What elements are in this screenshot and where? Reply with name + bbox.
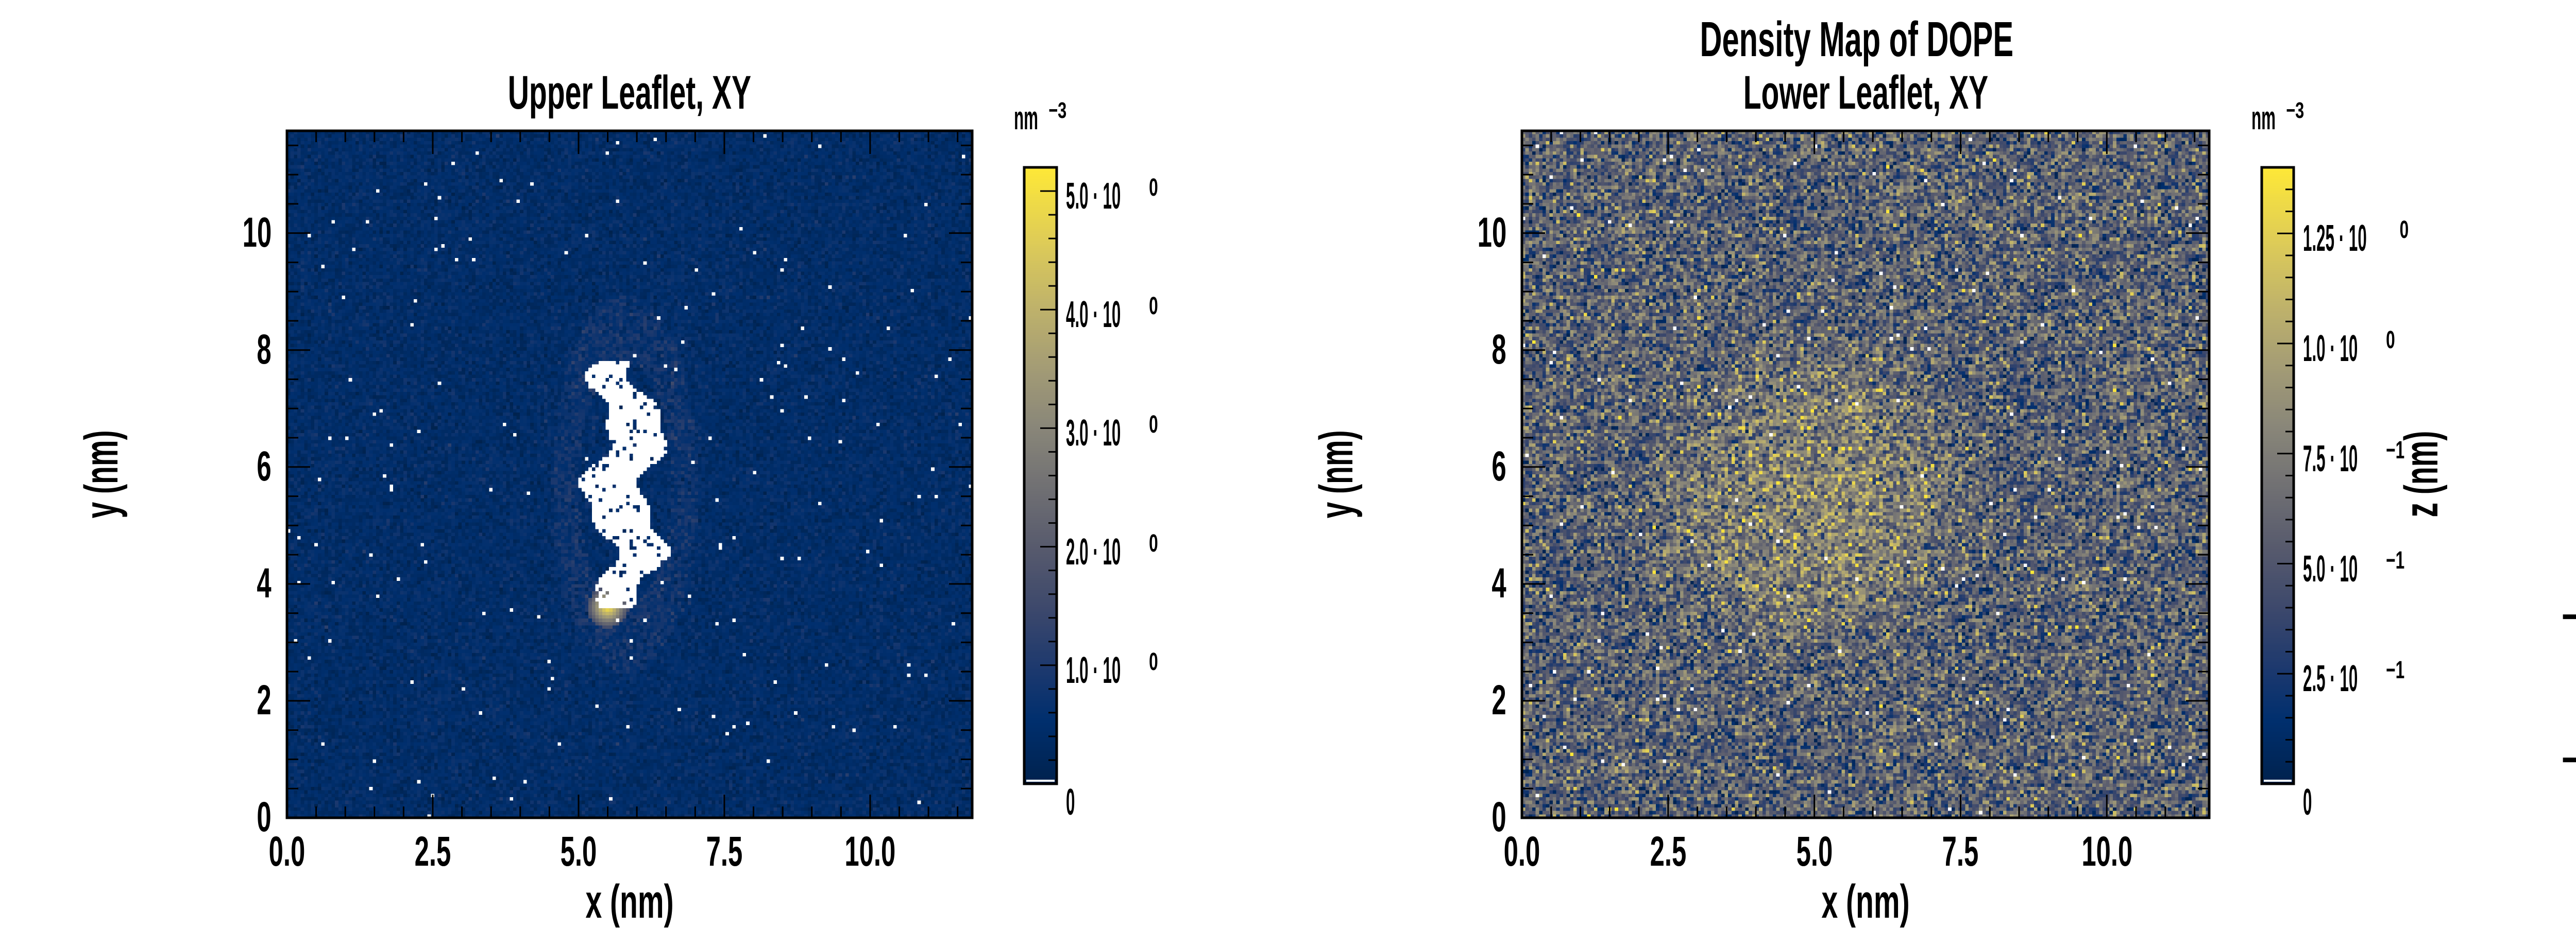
colorbar-tick-label: 0 (1066, 784, 1087, 821)
heatmap-image (287, 131, 972, 818)
colorbar-tick-label: 4.0 · 10 0 (1066, 293, 1206, 336)
x-tick-label: 2.5 (414, 828, 451, 875)
colorbar-tick-label: 5.0 · 10 −1 (2303, 548, 2457, 588)
y-tick-label: 6 (1492, 442, 1506, 490)
colorbar-tick-label: 0 (2303, 784, 2324, 821)
y-tick-label: 2 (257, 676, 272, 724)
y-tick-label: 0 (257, 794, 272, 840)
x-tick-label: 10.0 (2081, 828, 2132, 875)
unit-exponent: −3 (2286, 98, 2304, 123)
y-tick-label: 8 (257, 325, 272, 373)
tick-mantissa: 5.0 · 10 (2303, 548, 2358, 590)
x-tick-label: 7.5 (706, 828, 743, 875)
colorbar-tick-label: 1.0 · 10 0 (1066, 648, 1206, 691)
colorbar-tick-label: 7.5 · 10 −1 (2303, 438, 2457, 477)
tick-mantissa: 2.0 · 10 (1066, 531, 1121, 573)
tick-mantissa: 2.5 · 10 (2303, 658, 2358, 700)
y-tick-label: 2 (2437, 310, 2576, 352)
x-tick-label: 2.5 (1650, 828, 1687, 875)
x-axis-label: x (nm) (585, 875, 674, 928)
figure-title: Density Map of DOPE (1700, 12, 2014, 67)
tick-exponent: −1 (2386, 546, 2405, 574)
colorbar-unit-label: nm −3 (1014, 98, 1089, 137)
y-tick-label: 4 (2437, 166, 2576, 209)
colorbar-tick-label: 1.0 · 10 0 (2303, 326, 2443, 369)
unit-exponent: −3 (1048, 98, 1067, 123)
tick-exponent: 0 (1149, 411, 1158, 439)
tick-exponent: 0 (1149, 648, 1158, 676)
x-tick-label: 0 (2530, 831, 2576, 873)
colorbar (2262, 167, 2294, 784)
colorbar-tick-label: 3.0 · 10 0 (1066, 413, 1206, 452)
y-tick-label: −4 (2562, 736, 2576, 783)
plot-border (285, 129, 974, 819)
tick-mantissa: 1.25 · 10 (2303, 218, 2367, 260)
y-tick-label: 4 (257, 559, 272, 607)
colorbar-tick-label: 5.0 · 10 0 (1066, 176, 1206, 215)
tick-exponent: 0 (1149, 174, 1158, 202)
tick-mantissa: 4.0 · 10 (1066, 294, 1121, 336)
y-tick-label: 4 (1492, 559, 1506, 607)
colorbar-tick-label: 1.25 · 10 0 (2303, 218, 2463, 257)
tick-exponent: 0 (1149, 293, 1158, 320)
x-axis-label: x (nm) (1821, 875, 1910, 928)
colorbar-tick-label: 2.5 · 10 −1 (2303, 657, 2457, 700)
y-axis-label: y (nm) (75, 430, 128, 519)
colorbar-tick-label: 2.0 · 10 0 (1066, 531, 1206, 571)
tick-exponent: 0 (1149, 529, 1158, 557)
heatmap-image (1522, 131, 2209, 818)
x-tick-label: 5.0 (1796, 828, 1833, 875)
tick-exponent: 0 (2399, 216, 2409, 244)
tick-mantissa: 1.0 · 10 (2303, 328, 2358, 369)
y-tick-label: 0 (2437, 453, 2576, 495)
tick-mantissa: 1.0 · 10 (1066, 649, 1121, 691)
y-axis-label: y (nm) (1310, 430, 1363, 519)
y-tick-label: 6 (257, 442, 272, 490)
tick-exponent: −1 (2386, 436, 2405, 464)
tick-mantissa: 3.0 · 10 (1066, 413, 1121, 454)
panel-title: Upper Leaflet, XY (507, 66, 752, 119)
y-axis-label: z (nm) (2395, 431, 2448, 518)
tick-mantissa: 0 (1066, 782, 1075, 823)
y-tick-label: 10 (242, 209, 272, 256)
unit-base: nm (2251, 99, 2276, 137)
tick-mantissa: 0 (2303, 782, 2312, 823)
y-tick-label: 8 (1492, 325, 1506, 373)
x-tick-label: 10.0 (844, 828, 896, 875)
y-tick-label: 10 (1477, 209, 1506, 256)
x-tick-label: 0.0 (1503, 828, 1540, 875)
panel-title: Lower Leaflet, XY (1743, 66, 1988, 119)
tick-exponent: 0 (2386, 326, 2395, 354)
colorbar-unit-label: nm −3 (2251, 98, 2327, 137)
tick-exponent: −1 (2386, 657, 2405, 684)
tick-mantissa: 7.5 · 10 (2303, 438, 2358, 479)
x-tick-label: 7.5 (1942, 828, 1979, 875)
y-tick-label: −2 (2562, 593, 2576, 640)
y-tick-label: 2 (1492, 676, 1506, 724)
plot-border (1520, 129, 2211, 819)
tick-mantissa: 5.0 · 10 (1066, 176, 1121, 217)
x-tick-label: 5.0 (560, 828, 597, 875)
x-tick-label: 0.0 (268, 828, 306, 875)
unit-base: nm (1014, 99, 1039, 137)
y-tick-label: 0 (1492, 794, 1506, 840)
colorbar (1024, 167, 1057, 784)
